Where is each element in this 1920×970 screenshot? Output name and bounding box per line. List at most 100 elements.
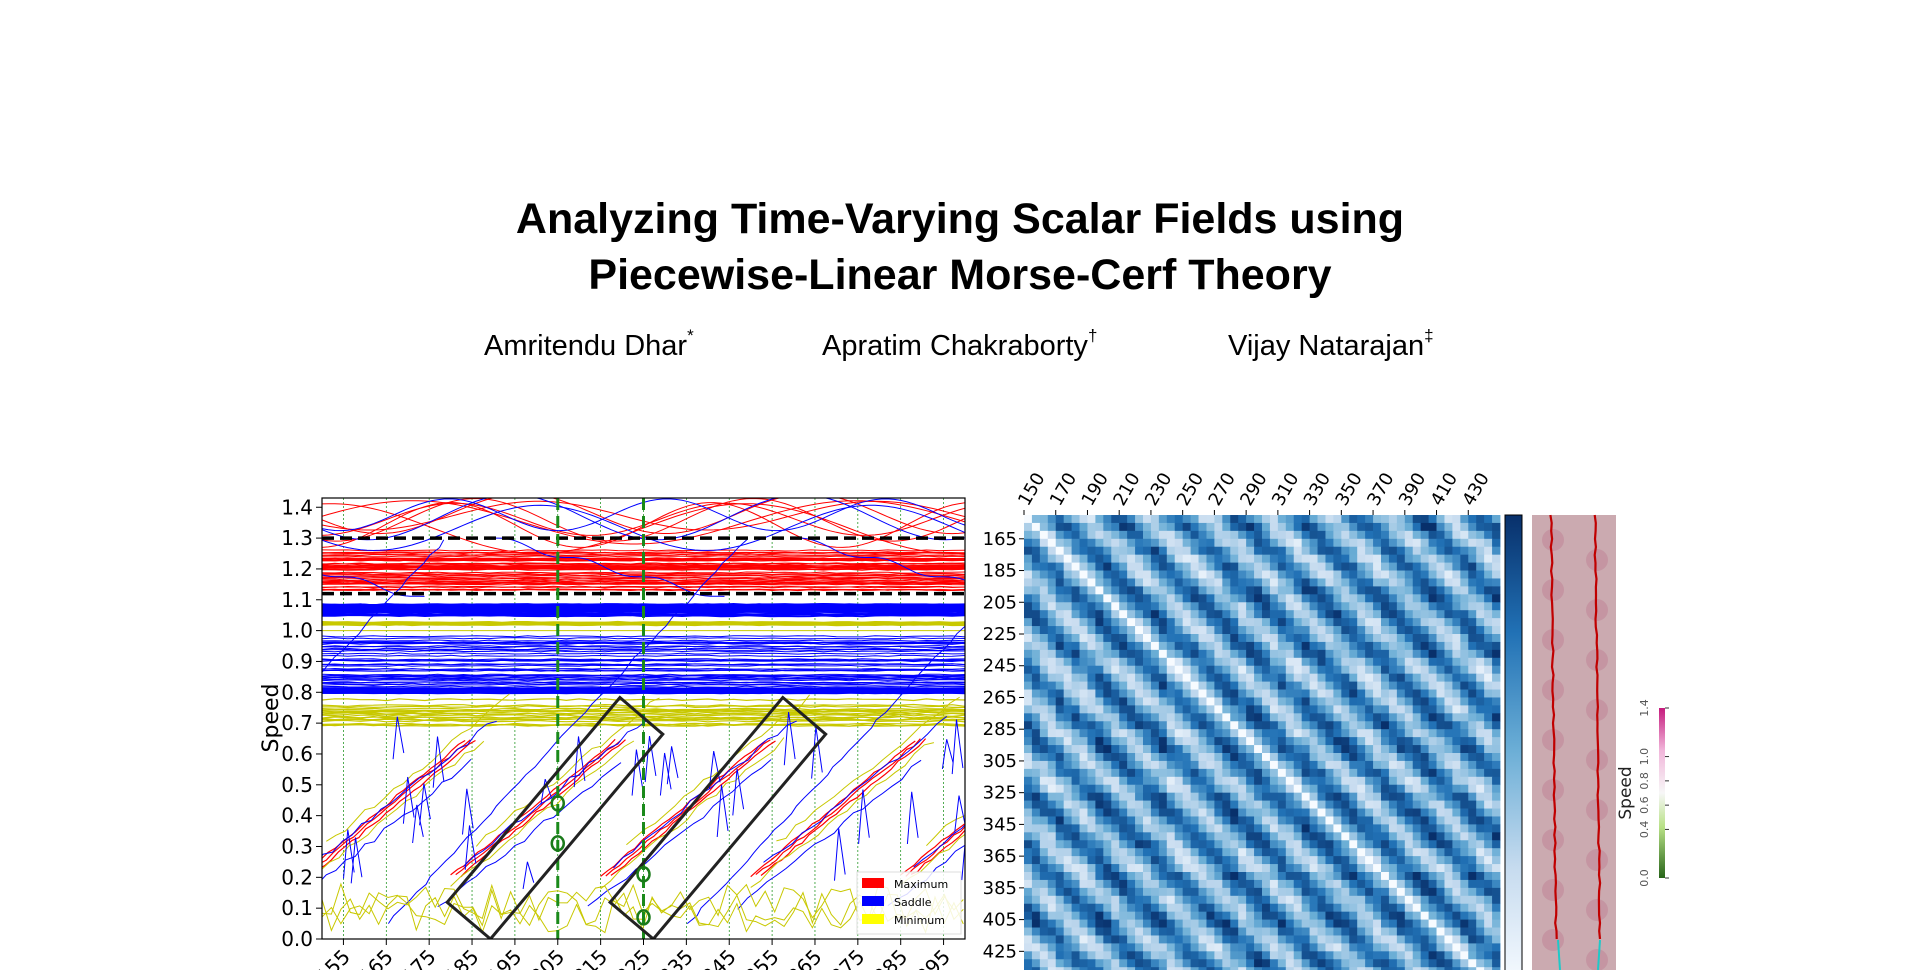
heatmap-cell [1492,895,1501,905]
heatmap-cell [1135,515,1144,524]
heatmap-cell [1333,768,1342,778]
heatmap-cell [1143,967,1152,970]
heatmap-cell [1111,530,1120,540]
heatmap-cell [1071,927,1080,936]
heatmap-cell [1055,657,1065,667]
heatmap-cell [1428,760,1437,770]
heatmap-cell [1024,816,1033,825]
heatmap-cell [1373,657,1382,667]
heatmap-cell [1190,681,1199,690]
heatmap-cell [1127,824,1136,833]
heatmap-cell [1031,887,1041,897]
heatmap-cell [1492,610,1501,619]
heatmap-cell [1341,935,1350,944]
heatmap-cell [1357,887,1366,897]
heatmap-cell [1381,594,1390,603]
heatmap-cell [1269,689,1279,698]
heatmap-cell [1341,760,1350,770]
heatmap-cell [1492,800,1501,809]
heatmap-cell [1412,602,1422,611]
y-tick-label: 0.5 [281,773,313,797]
heatmap-cell [1269,641,1279,651]
heatmap-cell [1119,713,1128,722]
heatmap-cell [1309,887,1318,897]
heatmap-cell [1404,967,1414,970]
heatmap-cell [1396,959,1406,968]
heatmap-cell [1039,768,1049,778]
heatmap-cell [1071,951,1080,960]
heatmap-cell [1388,856,1398,865]
heatmap-cell [1365,689,1374,698]
heatmap-cell [1238,721,1247,730]
heatmap-cell [1031,570,1041,579]
heatmap-cell [1444,562,1453,571]
heatmap-cell [1388,562,1398,571]
heatmap-cell [1428,626,1437,635]
heatmap-cell [1436,538,1445,548]
heatmap-cell [1087,848,1096,857]
legend-swatch [862,878,884,888]
heatmap-cell [1039,887,1049,897]
minimum-track [322,711,965,715]
heatmap-cell [1404,760,1414,770]
heatmap-cell [1317,776,1326,786]
heatmap-cell [1254,538,1263,548]
x-tick-label: 185 [440,945,484,970]
heatmap-cell [1246,808,1255,817]
heatmap-cell [1357,816,1366,825]
heatmap-cell [1428,895,1437,905]
heatmap-cell [1198,792,1207,801]
heatmap-cell [1174,903,1184,913]
heatmap-cell [1150,927,1160,936]
heatmap-cell [1492,887,1501,897]
heatmap-cell [1388,641,1398,651]
heatmap-cell [1444,856,1453,865]
heatmap-cell [1285,903,1295,913]
heatmap-cell [1373,760,1382,770]
heatmap-cell [1492,729,1501,738]
heatmap-cell [1365,626,1374,635]
heatmap-cell [1309,697,1318,706]
heatmap-cell [1222,578,1231,587]
heatmap-cell [1166,705,1176,714]
heatmap-cell [1365,697,1374,706]
heatmap-cell [1031,610,1041,619]
heatmap-cell [1071,745,1080,754]
heatmap-cell [1420,634,1429,643]
heatmap-cell [1301,665,1310,675]
heatmap-cell [1055,602,1065,611]
heatmap-cell [1262,681,1271,690]
heatmap-cell [1476,554,1485,563]
heatmap-cell [1238,800,1247,809]
heatmap-cell [1452,586,1461,595]
y-tick-label: 0.1 [281,896,313,920]
heatmap-cell [1039,935,1049,944]
heatmap-cell [1079,927,1088,936]
heatmap-cell [1190,967,1199,970]
heatmap-cell [1150,848,1160,857]
heatmap-cell [1055,856,1065,865]
heatmap-cell [1174,959,1184,968]
heatmap-cell [1436,610,1445,619]
heatmap-cell [1381,634,1390,643]
heatmap-cell [1381,768,1390,778]
heatmap-cell [1214,602,1223,611]
heatmap-cell [1119,530,1128,540]
heatmap-cell [1420,808,1429,817]
heatmap-cell [1309,840,1318,849]
heatmap-cell [1214,887,1223,897]
heatmap-cell [1476,578,1485,587]
heatmap-cell [1063,816,1072,825]
heatmap-cell [1254,554,1263,563]
heatmap-cell [1158,919,1168,928]
heatmap-cell [1333,840,1342,849]
heatmap-cell [1484,895,1493,905]
heatmap-cell [1055,665,1065,675]
heatmap-cell [1174,554,1184,563]
heatmap-cell [1127,673,1136,682]
heatmap-cell [1484,522,1493,532]
heatmap-cell [1087,721,1096,730]
heatmap-cell [1158,562,1168,571]
heatmap-cell [1127,792,1136,801]
heatmap-cell [1412,737,1422,746]
